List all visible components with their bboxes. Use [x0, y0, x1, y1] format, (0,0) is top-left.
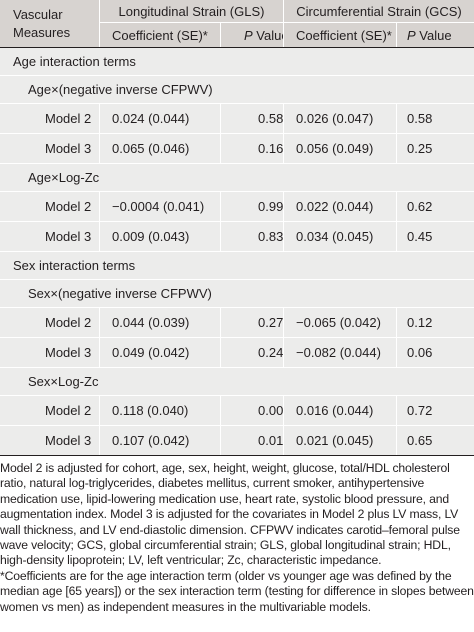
table-cell-gcs-p: 0.58 [397, 104, 474, 133]
footnote-coefficients: *Coefficients are for the age interactio… [0, 568, 474, 614]
table-cell-gcs-p: 0.45 [397, 222, 474, 251]
table-row-model: Model 3 [0, 426, 99, 455]
header-measures-line1: Vascular [13, 7, 63, 22]
table-cell-gls-p: 0.004 [221, 396, 283, 425]
table-row-model: Model 3 [0, 222, 99, 251]
header-bottom-rule [0, 47, 474, 48]
table-cell-gls-p: 0.58 [221, 104, 283, 133]
header-gcs-coef: Coefficient (SE)* [284, 23, 396, 48]
table-row-model: Model 2 [0, 104, 99, 133]
header-measures-line2: Measures [13, 25, 71, 40]
results-table: Vascular Measures Longitudinal Strain (G… [0, 0, 474, 456]
table-cell-gcs-coef: 0.034 (0.045) [284, 222, 396, 251]
header-gcs-group: Circumferential Strain (GCS) [284, 0, 474, 22]
group-label: Age×Log-Zc [0, 164, 474, 191]
table-cell-gcs-p: 0.65 [397, 426, 474, 455]
header-gcs-p: P Value [397, 23, 474, 48]
table-cell-gls-p: 0.27 [221, 308, 283, 337]
table-footnotes: Model 2 is adjusted for cohort, age, sex… [0, 461, 474, 615]
table-cell-gls-p: 0.24 [221, 338, 283, 367]
group-label: Sex×(negative inverse CFPWV) [0, 280, 474, 307]
table-cell-gcs-coef: 0.016 (0.044) [284, 396, 396, 425]
section-title-sex: Sex interaction terms [0, 252, 474, 279]
table-cell-gcs-p: 0.06 [397, 338, 474, 367]
table-bottom-rule [0, 455, 474, 456]
table-cell-gls-p: 0.83 [221, 222, 283, 251]
table-cell-gcs-p: 0.25 [397, 134, 474, 163]
table-row-model: Model 2 [0, 308, 99, 337]
header-gls-coef: Coefficient (SE)* [100, 23, 220, 48]
table-cell-gcs-coef: −0.065 (0.042) [284, 308, 396, 337]
header-gls-p: P Value [221, 23, 283, 48]
table-cell-gcs-coef: 0.022 (0.044) [284, 192, 396, 221]
table-cell-gls-p: 0.01 [221, 426, 283, 455]
table-cell-gls-coef: 0.065 (0.046) [100, 134, 220, 163]
table-cell-gls-coef: 0.107 (0.042) [100, 426, 220, 455]
table-cell-gcs-coef: 0.026 (0.047) [284, 104, 396, 133]
group-label: Sex×Log-Zc [0, 368, 474, 395]
table-cell-gls-coef: 0.118 (0.040) [100, 396, 220, 425]
table-row-model: Model 2 [0, 192, 99, 221]
table-cell-gls-coef: −0.0004 (0.041) [100, 192, 220, 221]
table-row-model: Model 3 [0, 338, 99, 367]
table-cell-gls-p: 0.99 [221, 192, 283, 221]
section-title-age: Age interaction terms [0, 48, 474, 75]
table-cell-gcs-coef: −0.082 (0.044) [284, 338, 396, 367]
table-cell-gcs-p: 0.72 [397, 396, 474, 425]
table-cell-gcs-p: 0.12 [397, 308, 474, 337]
table-cell-gcs-coef: 0.021 (0.045) [284, 426, 396, 455]
header-measures-cell: Vascular Measures [0, 0, 99, 48]
table-row-model: Model 3 [0, 134, 99, 163]
table-cell-gls-coef: 0.049 (0.042) [100, 338, 220, 367]
header-gls-group: Longitudinal Strain (GLS) [100, 0, 283, 22]
table-cell-gls-coef: 0.044 (0.039) [100, 308, 220, 337]
table-cell-gcs-coef: 0.056 (0.049) [284, 134, 396, 163]
table-row-model: Model 2 [0, 396, 99, 425]
table-cell-gls-coef: 0.009 (0.043) [100, 222, 220, 251]
table-cell-gls-p: 0.16 [221, 134, 283, 163]
footnote-models: Model 2 is adjusted for cohort, age, sex… [0, 461, 460, 568]
table-cell-gls-coef: 0.024 (0.044) [100, 104, 220, 133]
table-cell-gcs-p: 0.62 [397, 192, 474, 221]
group-label: Age×(negative inverse CFPWV) [0, 76, 474, 103]
